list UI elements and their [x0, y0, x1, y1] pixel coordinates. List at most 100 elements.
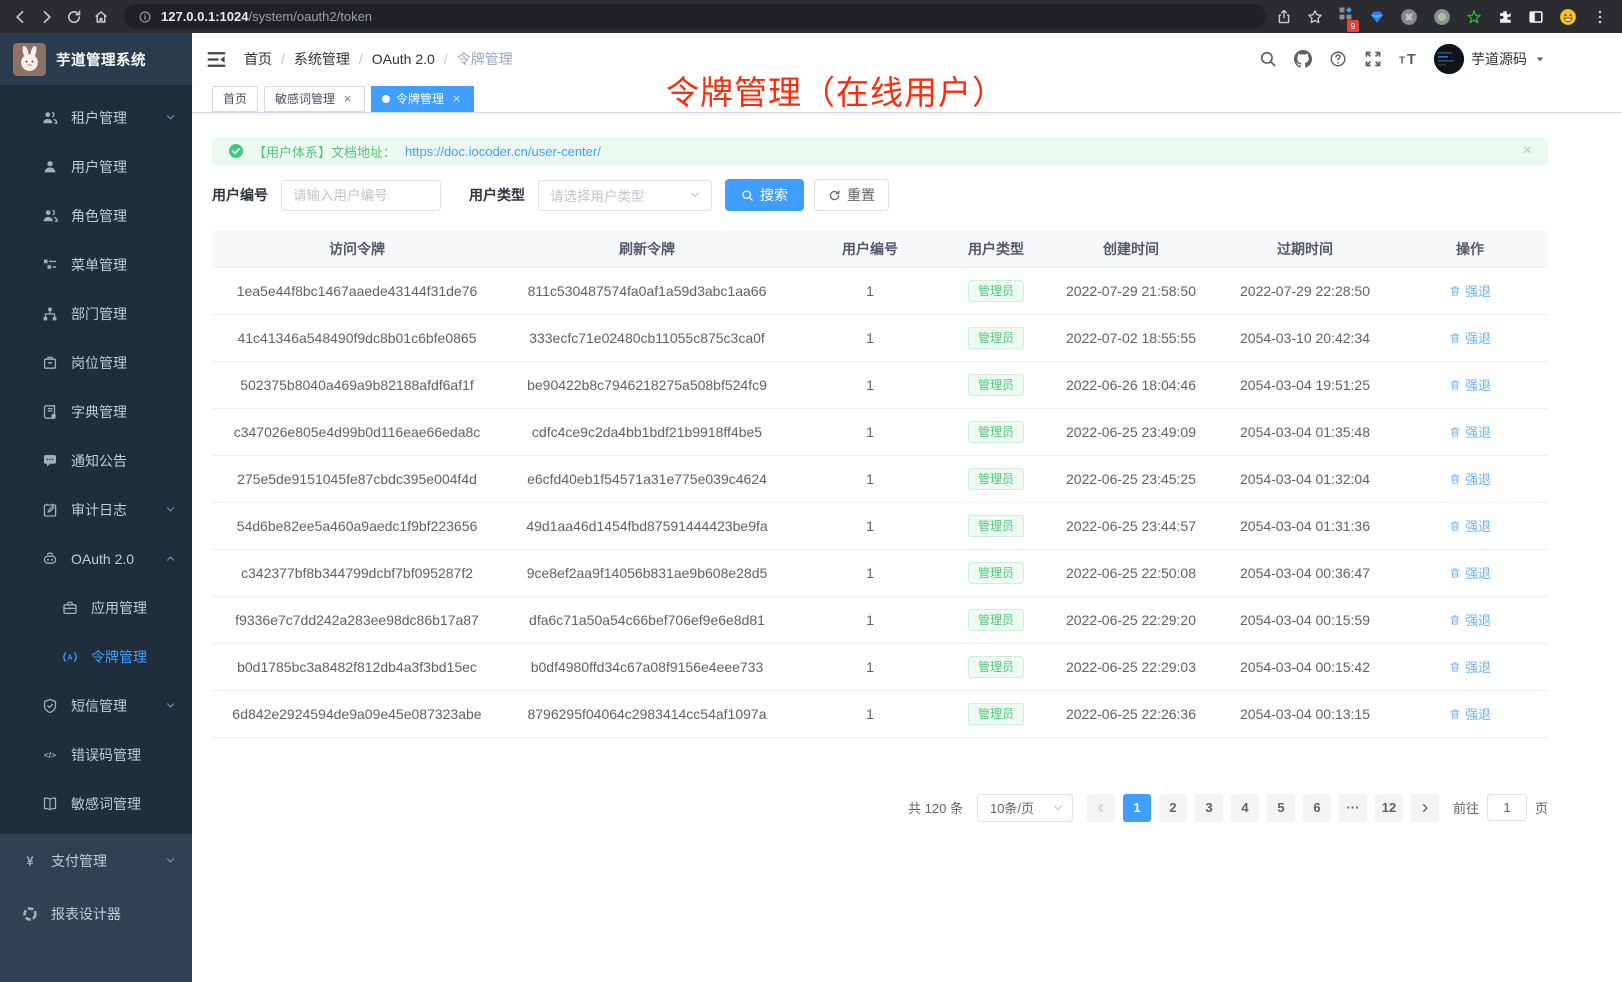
force-logout-button[interactable]: 强退 — [1449, 657, 1491, 676]
breadcrumb-item[interactable]: OAuth 2.0 — [371, 51, 435, 67]
breadcrumb-item[interactable]: 首页 — [244, 51, 272, 67]
sidebar-item-角色管理[interactable]: 角色管理 — [0, 191, 192, 240]
sidebar-item-OAuth 2.0[interactable]: OAuth 2.0 — [0, 534, 192, 583]
force-logout-button[interactable]: 强退 — [1449, 328, 1491, 347]
tab-敏感词管理[interactable]: 敏感词管理 × — [264, 85, 366, 112]
force-logout-button[interactable]: 强退 — [1449, 610, 1491, 629]
browser-menu-dots-icon[interactable] — [1592, 9, 1608, 25]
user-id-input[interactable] — [281, 179, 441, 211]
report-icon — [22, 906, 38, 922]
page-button-1[interactable]: 1 — [1122, 793, 1151, 822]
tab-令牌管理[interactable]: 令牌管理 × — [371, 85, 475, 112]
page-size-select[interactable]: 10条/页 — [976, 793, 1073, 822]
page-button-4[interactable]: 4 — [1230, 793, 1259, 822]
prev-page-button[interactable] — [1086, 793, 1115, 822]
puzzle-extension-icon[interactable] — [1497, 9, 1513, 25]
force-logout-button[interactable]: 强退 — [1449, 375, 1491, 394]
chevron-down-icon — [165, 855, 176, 866]
user-id-label: 用户编号 — [212, 187, 268, 203]
split-tab-extension-icon[interactable] — [1528, 9, 1544, 25]
search-form: 用户编号 用户类型 请选择用户类型 搜索 重置 — [212, 179, 1548, 211]
tab-首页[interactable]: 首页 — [212, 85, 259, 112]
page-button-6[interactable]: 6 — [1302, 793, 1331, 822]
created-time-cell: 2022-06-26 18:04:46 — [1044, 361, 1218, 409]
alert-close-icon[interactable]: × — [1522, 142, 1532, 159]
goto-page-input[interactable] — [1486, 794, 1527, 821]
force-logout-button[interactable]: 强退 — [1449, 469, 1491, 488]
sidebar-item-通知公告[interactable]: 通知公告 — [0, 436, 192, 485]
emoji-extension-icon[interactable] — [1559, 8, 1577, 26]
user-menu[interactable]: 芋道源码 — [1434, 44, 1546, 74]
sidebar-collapse-button[interactable] — [206, 49, 227, 70]
reset-button[interactable]: 重置 — [814, 179, 889, 211]
fullscreen-icon[interactable] — [1364, 50, 1382, 68]
sidebar-item-菜单管理[interactable]: 菜单管理 — [0, 240, 192, 289]
svg-text:⌘: ⌘ — [1405, 12, 1414, 22]
access-cell: 54d6be82ee5a460a9aedc1f9bf223656 — [212, 502, 502, 550]
user-type-placeholder: 请选择用户类型 — [550, 189, 645, 204]
chevron-down-icon — [689, 189, 701, 201]
site-info-icon[interactable] — [138, 10, 152, 24]
sidebar-item-报表设计器[interactable]: 报表设计器 — [0, 887, 192, 940]
page-button-3[interactable]: 3 — [1194, 793, 1223, 822]
recorder-extension-icon[interactable] — [1433, 8, 1451, 26]
force-logout-button[interactable]: 强退 — [1449, 704, 1491, 723]
refresh-cell: e6cfd40eb1f54571a31e775e039c4624 — [502, 455, 792, 503]
browser-home-button[interactable] — [87, 3, 114, 30]
sidebar-item-label: 审计日志 — [71, 501, 127, 518]
page-ellipsis-button[interactable]: ··· — [1338, 793, 1367, 822]
sidebar-item-租户管理[interactable]: 租户管理 — [0, 93, 192, 142]
breadcrumb-item[interactable]: 系统管理 — [293, 51, 350, 67]
next-page-button[interactable] — [1410, 793, 1439, 822]
action-cell: 强退 — [1392, 314, 1548, 362]
force-logout-button[interactable]: 强退 — [1449, 422, 1491, 441]
force-logout-button[interactable]: 强退 — [1449, 281, 1491, 300]
user-type-select[interactable]: 请选择用户类型 — [538, 179, 712, 211]
page-button-2[interactable]: 2 — [1158, 793, 1187, 822]
tab-close-icon[interactable]: × — [343, 91, 352, 106]
column-header-过期时间: 过期时间 — [1218, 231, 1392, 268]
sidebar-item-用户管理[interactable]: 用户管理 — [0, 142, 192, 191]
search-button[interactable]: 搜索 — [725, 179, 804, 211]
chevron-right-icon — [1419, 802, 1431, 814]
alert-doc-link[interactable]: https://doc.iocoder.cn/user-center/ — [405, 143, 601, 159]
magnifier-icon — [741, 189, 754, 202]
sidebar-item-字典管理[interactable]: 字典管理 — [0, 387, 192, 436]
force-logout-button[interactable]: 强退 — [1449, 516, 1491, 535]
user-type-cell: 管理员 — [948, 408, 1044, 456]
help-icon[interactable] — [1329, 50, 1347, 68]
sidebar-item-支付管理[interactable]: ¥ 支付管理 — [0, 834, 192, 887]
command-extension-icon[interactable]: ⌘ — [1400, 8, 1418, 26]
tab-close-icon[interactable]: × — [452, 91, 461, 106]
bookmark-star-icon[interactable] — [1307, 9, 1323, 25]
sidebar-item-岗位管理[interactable]: 岗位管理 — [0, 338, 192, 387]
sidebar-item-短信管理[interactable]: 短信管理 — [0, 681, 192, 730]
extension-badge: 9 — [1347, 20, 1359, 32]
browser-forward-button[interactable] — [33, 3, 60, 30]
force-logout-button[interactable]: 强退 — [1449, 563, 1491, 582]
github-icon[interactable] — [1294, 50, 1312, 68]
breadcrumb-separator: / — [281, 51, 285, 67]
sidebar-item-部门管理[interactable]: 部门管理 — [0, 289, 192, 338]
sidebar-item-令牌管理[interactable]: A 令牌管理 — [0, 632, 192, 681]
sidebar-item-错误码管理[interactable]: </> 错误码管理 — [0, 730, 192, 779]
search-icon[interactable] — [1259, 50, 1277, 68]
column-header-创建时间: 创建时间 — [1044, 231, 1218, 268]
sidebar-item-label: 敏感词管理 — [71, 795, 141, 812]
page-button-12[interactable]: 12 — [1374, 793, 1403, 822]
user-id-cell: 1 — [792, 549, 948, 597]
address-bar[interactable]: 127.0.0.1:1024/system/oauth2/token — [124, 4, 1266, 29]
browser-back-button[interactable] — [6, 3, 33, 30]
green-star-extension-icon[interactable] — [1466, 9, 1482, 25]
sidebar-item-敏感词管理[interactable]: 敏感词管理 — [0, 779, 192, 828]
extension-grid-icon[interactable]: 9 — [1338, 6, 1359, 32]
gem-extension-icon[interactable] — [1369, 9, 1385, 25]
doc-alert: 【用户体系】文档地址： https://doc.iocoder.cn/user-… — [212, 137, 1548, 165]
user-id-cell: 1 — [792, 267, 948, 315]
page-button-5[interactable]: 5 — [1266, 793, 1295, 822]
share-icon[interactable] — [1276, 9, 1292, 25]
browser-reload-button[interactable] — [60, 3, 87, 30]
sidebar-item-审计日志[interactable]: 审计日志 — [0, 485, 192, 534]
sidebar-item-应用管理[interactable]: 应用管理 — [0, 583, 192, 632]
